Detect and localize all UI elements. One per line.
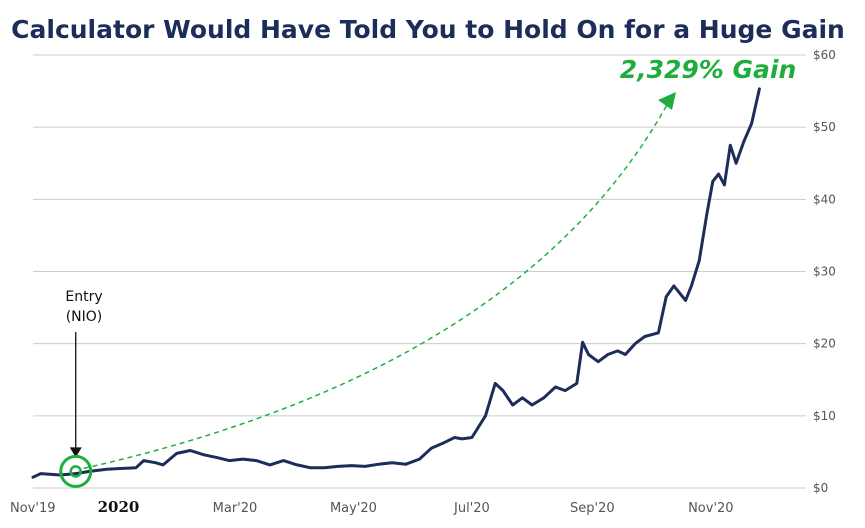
- y-tick-label: $20: [813, 337, 836, 351]
- y-tick-label: $10: [813, 409, 836, 423]
- grid-lines: [33, 54, 806, 489]
- y-tick-label: $30: [813, 265, 836, 279]
- y-tick-label: $0: [813, 481, 828, 495]
- entry-ring-marker: [59, 454, 93, 488]
- entry-ticker-label: (NIO): [66, 309, 103, 325]
- y-tick-label: $40: [813, 192, 836, 206]
- gain-arrow-head: [658, 92, 676, 110]
- y-tick-label: $60: [813, 48, 836, 62]
- gain-annotation: 2,329% Gain: [620, 55, 797, 84]
- gain-trend-arrow: [83, 102, 669, 470]
- x-tick-label: Sep'20: [570, 501, 615, 516]
- entry-arrow-head: [69, 447, 82, 458]
- entry-dot-marker: [69, 465, 82, 478]
- x-tick-label: Nov'20: [688, 501, 734, 516]
- x-tick-label: Mar'20: [213, 501, 258, 516]
- y-tick-label: $50: [813, 120, 836, 134]
- y-axis-ticks: $0 $10 $20 $30 $40 $50 $60: [813, 48, 836, 495]
- x-tick-label: Jul'20: [453, 501, 490, 516]
- entry-label: Entry: [65, 289, 102, 305]
- x-tick-label: May'20: [330, 501, 377, 516]
- chart-title: Calculator Would Have Told You to Hold O…: [11, 15, 845, 44]
- x-tick-label: Nov'19: [10, 501, 56, 516]
- x-tick-label: 2020: [98, 498, 140, 516]
- x-axis-ticks: Nov'19 2020 Mar'20 May'20 Jul'20 Sep'20 Nov'20: [10, 498, 734, 516]
- price-line-series: [31, 87, 761, 479]
